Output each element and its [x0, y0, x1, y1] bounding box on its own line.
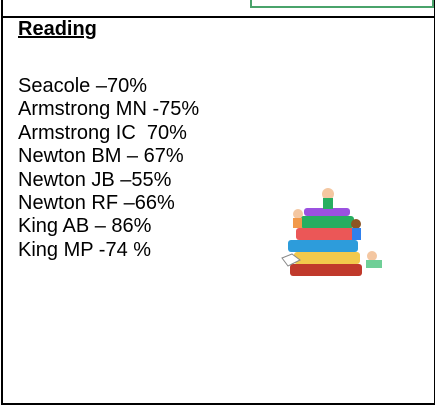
score-list: Seacole –70%Armstrong MN -75%Armstrong I… — [18, 75, 199, 262]
score-item: King MP -74 % — [18, 239, 199, 262]
score-item: King AB – 86% — [18, 215, 199, 238]
reading-illustration — [280, 186, 395, 281]
score-item: Newton BM – 67% — [18, 145, 199, 168]
score-item: Newton RF –66% — [18, 192, 199, 215]
adjacent-box — [250, 0, 434, 8]
score-item: Newton JB –55% — [18, 169, 199, 192]
heading: Reading — [18, 18, 97, 41]
score-item: Armstrong IC 70% — [18, 122, 199, 145]
page: Reading Seacole –70%Armstrong MN -75%Arm… — [0, 0, 435, 406]
score-item: Armstrong MN -75% — [18, 98, 199, 121]
score-item: Seacole –70% — [18, 75, 199, 98]
